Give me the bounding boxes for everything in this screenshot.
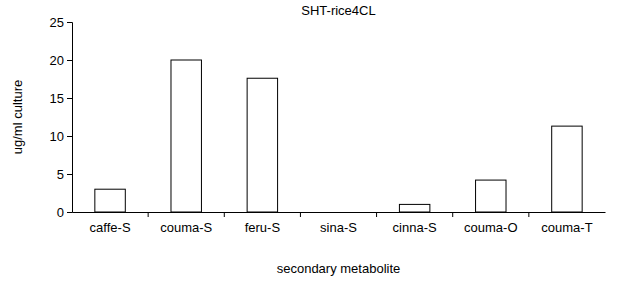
- y-tick-label: 0: [57, 205, 64, 220]
- y-tick: 15: [50, 91, 72, 106]
- x-separators: [148, 212, 529, 217]
- x-separator: [376, 212, 377, 217]
- bar: [171, 60, 201, 212]
- title: SHT-rice4CL: [301, 3, 375, 18]
- y-axis-line: [67, 23, 73, 213]
- y-tick-mark: [67, 98, 72, 99]
- bar: [247, 78, 277, 212]
- plot: 0 5 10 15 20 25 caffe-S couma-S feru-S sina-S cinn…: [50, 15, 606, 235]
- bar: [399, 204, 429, 212]
- x-tick-label: sina-S: [320, 220, 357, 235]
- y-tick: 25: [50, 15, 72, 30]
- x-tick-label: couma-S: [160, 220, 212, 235]
- y-axis: 0 5 10 15 20 25: [50, 15, 73, 220]
- x-tick: couma-O: [464, 212, 517, 235]
- y-tick: 20: [50, 53, 72, 68]
- y-tick: 10: [50, 129, 72, 144]
- y-tick-label: 15: [50, 91, 64, 106]
- x-axis-title: secondary metabolite: [277, 261, 401, 276]
- x-tick-label: feru-S: [245, 220, 281, 235]
- x-separator: [300, 212, 301, 217]
- x-separator: [528, 212, 529, 217]
- y-axis-title: ug/ml culture: [10, 80, 25, 154]
- y-tick-label: 25: [50, 15, 64, 30]
- x-tick-label: caffe-S: [90, 220, 131, 235]
- x-axis-line: [73, 212, 606, 213]
- x-tick-label: couma-T: [541, 220, 592, 235]
- y-tick-label: 5: [57, 167, 64, 182]
- y-tick-mark: [67, 212, 72, 213]
- y-tick-label: 20: [50, 53, 64, 68]
- chart: 0 5 10 15 20 25 caffe-S couma-S feru-S sina-S cinn…: [0, 0, 619, 285]
- x-tick: couma-T: [541, 212, 592, 235]
- x-tick-label: couma-O: [464, 220, 517, 235]
- y-tick: 0: [57, 205, 72, 220]
- x-tick: cinna-S: [393, 212, 437, 235]
- y-tick-mark: [67, 60, 72, 61]
- x-tick-label: cinna-S: [393, 220, 437, 235]
- x-tick: caffe-S: [90, 212, 131, 235]
- bars: [95, 60, 582, 212]
- bar: [95, 189, 125, 212]
- x-axis: caffe-S couma-S feru-S sina-S cinna-S couma-O…: [73, 212, 606, 235]
- y-tick-mark: [67, 22, 72, 23]
- bar: [552, 126, 582, 212]
- x-tick: feru-S: [245, 212, 281, 235]
- y-tick: 5: [57, 167, 72, 182]
- x-tick: sina-S: [320, 212, 357, 235]
- x-separator: [148, 212, 149, 217]
- bar: [476, 180, 506, 212]
- y-tick-mark: [67, 174, 72, 175]
- x-separator: [452, 212, 453, 217]
- x-separator: [224, 212, 225, 217]
- x-tick: couma-S: [160, 212, 212, 235]
- y-tick-label: 10: [50, 129, 64, 144]
- y-tick-mark: [67, 136, 72, 137]
